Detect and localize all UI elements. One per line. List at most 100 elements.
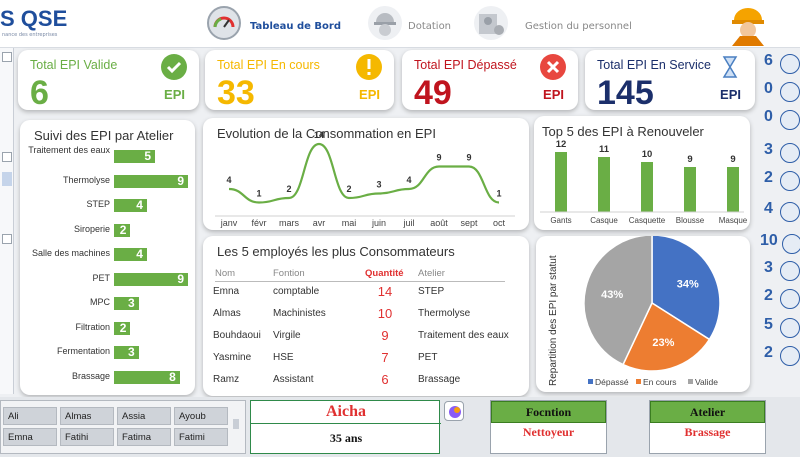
table-divider xyxy=(215,281,505,282)
legend-swatch xyxy=(688,379,693,384)
ppe-item-icon xyxy=(780,82,800,102)
line-x-tick-label: août xyxy=(430,218,448,228)
atelier-bar-value: 4 xyxy=(136,198,143,212)
warning-icon xyxy=(356,54,382,80)
worker-helmet-icon[interactable] xyxy=(368,6,402,40)
nav-personnel[interactable]: Gestion du personnel xyxy=(525,21,632,32)
slicer-employee-button[interactable]: Ayoub xyxy=(174,407,228,425)
fonction-box: Focntion Nettoyeur xyxy=(490,400,607,454)
employee-atelier: Thermolyse xyxy=(418,308,471,319)
ppe-counter-value: 3 xyxy=(764,141,773,158)
copilot-icon[interactable] xyxy=(444,401,464,421)
ppe-counter-value: 10 xyxy=(760,232,778,249)
legend-swatch xyxy=(588,379,593,384)
pie-slice xyxy=(583,236,653,366)
atelier-bar: 2 xyxy=(114,222,131,237)
filter-clear-icon[interactable] xyxy=(2,234,12,244)
line-data-label: 4 xyxy=(406,175,411,185)
top5-x-tick-label: Masque xyxy=(719,216,748,225)
ppe-counter-row: 0 xyxy=(764,108,800,134)
atelier-panel: Suivi des EPI par Atelier Traitement des… xyxy=(20,120,195,395)
employee-atelier: STEP xyxy=(418,286,445,297)
line-x-tick-label: oct xyxy=(493,218,506,228)
kpi-en-cours-card: Total EPI En cours 33 EPI xyxy=(205,50,394,112)
top5-bar xyxy=(727,167,739,212)
slicer-employee-button[interactable]: Almas xyxy=(60,407,114,425)
employee-nom: Bouhdaoui xyxy=(213,330,261,341)
line-data-label: 1 xyxy=(256,189,261,199)
kpi-title: Total EPI En cours xyxy=(217,58,320,72)
ppe-counter-row: 4 xyxy=(764,200,800,226)
ppe-counter-value: 5 xyxy=(764,316,773,333)
atelier-bar-row: Traitement des eaux 5 xyxy=(20,145,195,164)
line-x-tick-label: juin xyxy=(371,218,386,228)
atelier-bar-row: Salle des machines 4 xyxy=(20,246,195,262)
fonction-value: Nettoyeur xyxy=(522,425,575,439)
atelier-bar-value: 9 xyxy=(177,173,184,188)
line-data-label: 9 xyxy=(466,153,471,163)
line-data-label: 3 xyxy=(376,180,381,190)
atelier-bar-value: 4 xyxy=(136,247,143,261)
line-x-tick-label: janv xyxy=(220,218,238,228)
atelier-bar: 2 xyxy=(114,321,131,335)
ppe-counter-value: 4 xyxy=(764,200,773,217)
slicer-employee-button[interactable]: Assia xyxy=(117,407,171,425)
nav-dashboard[interactable]: Tableau de Bord xyxy=(250,21,342,32)
atelier-bar-row: Siroperie 2 xyxy=(20,222,195,238)
top5-bar xyxy=(598,157,610,212)
atelier-bar-value: 2 xyxy=(119,222,127,237)
ppe-item-icon xyxy=(780,261,800,281)
status-pie-chart: 34% 23% 43% Repartition des EPI par statut D… xyxy=(548,236,721,387)
atelier-bar-value: 8 xyxy=(169,369,176,384)
kpi-unit: EPI xyxy=(164,87,185,102)
slicer-employee-button[interactable]: Fatihi xyxy=(60,428,114,446)
logo-subtitle: nance des entreprises xyxy=(2,32,58,38)
slicer-employee-button[interactable]: Emna xyxy=(3,428,57,446)
employee-atelier: Traitement des eaux xyxy=(418,330,509,341)
top5-bar xyxy=(555,152,567,212)
employee-atelier: Brassage xyxy=(418,374,461,385)
atelier-bar-label: PET xyxy=(92,272,110,283)
employee-fonction: comptable xyxy=(273,286,320,297)
kpi-depasse-card: Total EPI Dépassé 49 EPI xyxy=(402,50,578,112)
slicer-employee-button[interactable]: Fatimi xyxy=(174,428,228,446)
legend-swatch xyxy=(636,379,641,384)
nav-dotation[interactable]: Dotation xyxy=(408,21,452,32)
slicer-scrollbar[interactable] xyxy=(233,419,239,429)
employees-table-card: Les 5 employés les plus Consommateurs No… xyxy=(203,236,529,396)
atelier-label: Atelier xyxy=(650,401,765,423)
slicer-employee-button[interactable]: Fatima xyxy=(117,428,171,446)
selected-employee-name: Aicha xyxy=(326,403,366,420)
pie-slice-label: 23% xyxy=(652,337,674,349)
employee-qty: 9 xyxy=(381,328,389,343)
top5-bar-chart-card: Top 5 des EPI à Renouveler 12 Gants 11 Casq… xyxy=(534,116,750,230)
gauge-icon[interactable] xyxy=(207,6,241,40)
atelier-bar-row: Filtration 2 xyxy=(20,320,195,336)
left-scroll-strip[interactable] xyxy=(0,48,14,394)
col-header-fonction: Fontion xyxy=(273,268,305,279)
top5-bar-value: 9 xyxy=(730,154,735,165)
atelier-bar-row: Thermolyse 9 xyxy=(20,173,195,189)
kpi-unit: EPI xyxy=(359,87,380,102)
ppe-item-icon xyxy=(780,110,800,130)
employee-qty: 14 xyxy=(377,284,393,299)
slicer-employee-button[interactable]: Ali xyxy=(3,407,57,425)
col-header-atelier: Atelier xyxy=(418,268,445,279)
legend-label: En cours xyxy=(643,377,677,387)
filter-clear-icon[interactable] xyxy=(2,152,12,162)
employee-slicer[interactable]: Ali Almas Assia Ayoub Emna Fatihi Fatima Fatimi xyxy=(0,400,246,454)
selected-employee-age: 35 ans xyxy=(329,431,363,445)
personnel-settings-icon[interactable] xyxy=(474,6,508,40)
filter-clear-icon[interactable] xyxy=(2,52,12,62)
line-x-tick-label: févr xyxy=(251,218,266,228)
slicer-item[interactable] xyxy=(2,172,12,186)
atelier-bar: 9 xyxy=(114,272,188,286)
kpi-en-service-card: Total EPI En Service 145 EPI xyxy=(585,50,755,112)
logo: S QSE xyxy=(0,6,68,31)
slicer-buttons: Ali Almas Assia Ayoub Emna Fatihi Fatima Fatimi xyxy=(1,401,247,455)
atelier-bar-row: STEP 4 xyxy=(20,197,195,213)
atelier-box: Atelier Brassage xyxy=(649,400,766,454)
kpi-title: Total EPI En Service xyxy=(597,58,711,72)
fonction-label: Focntion xyxy=(491,401,606,423)
consumption-line-chart-card: Evolution de la Consommation en EPI 4 jan… xyxy=(203,118,529,230)
